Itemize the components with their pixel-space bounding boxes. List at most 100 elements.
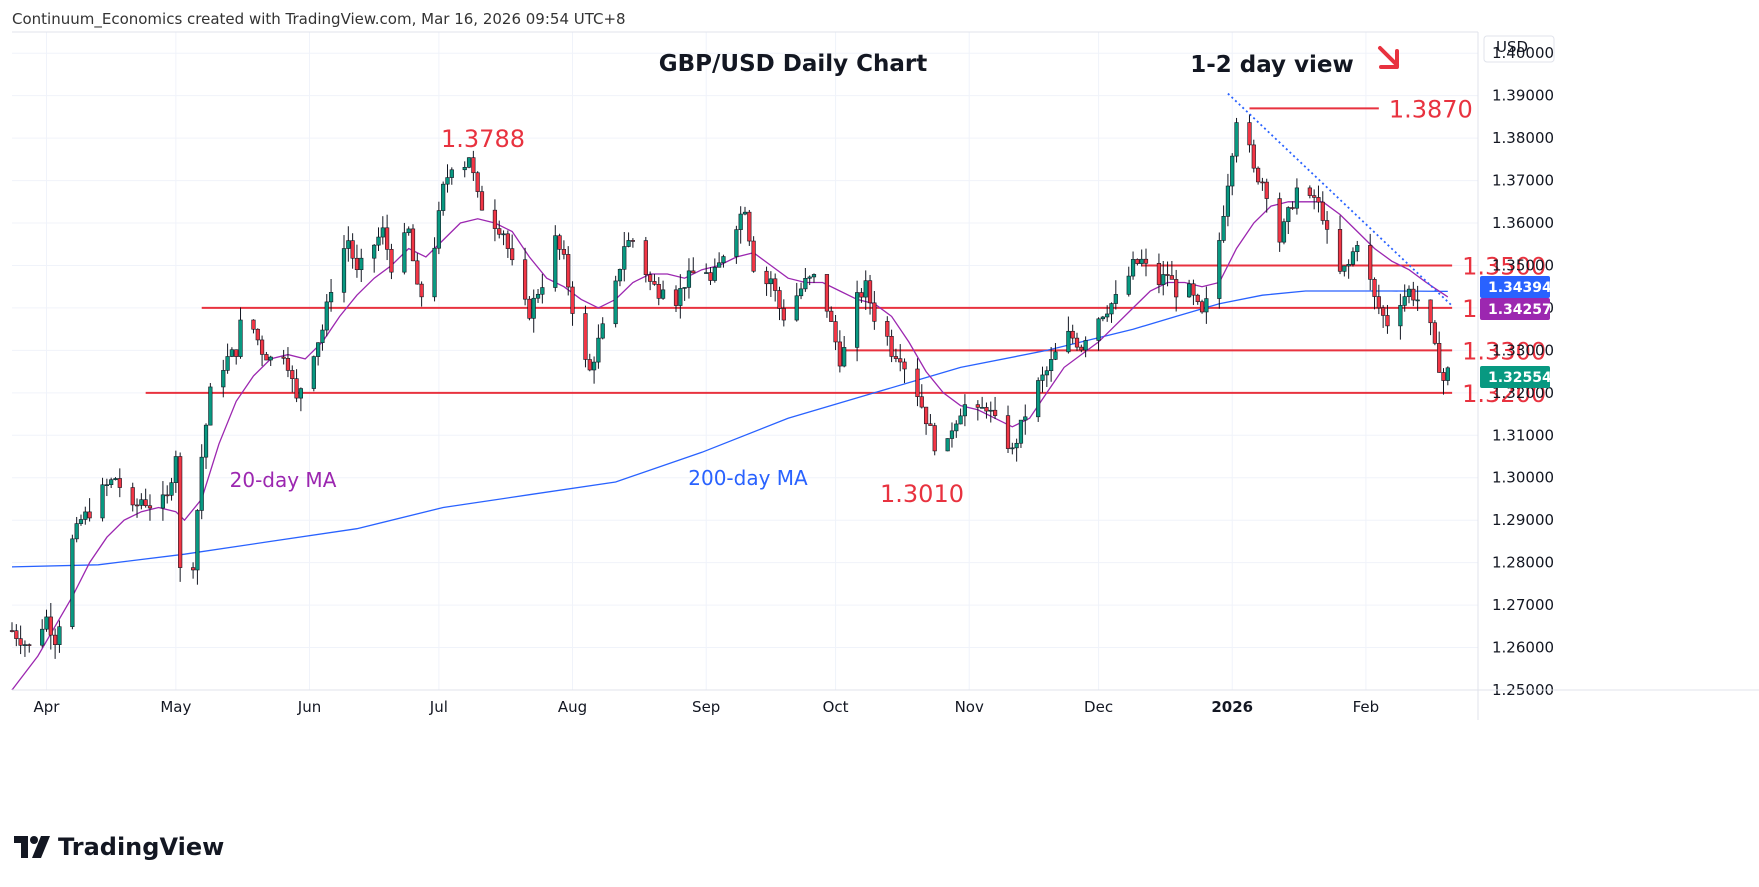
candle-body [83,511,88,520]
candle-body [855,292,860,348]
candle-body [1277,198,1282,243]
candle-body [570,286,575,314]
candle-body [195,510,200,571]
price-tick-label: 1.39000 [1492,87,1554,105]
level-label: 1.3500 [1462,252,1546,280]
level-label: 1.3300 [1462,337,1546,365]
candle-body [48,616,53,636]
candle-body [656,284,661,299]
candle-body [1355,245,1360,253]
candle-body [885,321,890,337]
candle-body [1156,263,1162,285]
candle-body [1130,259,1136,277]
candle-body [678,288,683,306]
tradingview-logo[interactable]: TradingView [14,831,224,863]
candle-body [794,295,799,321]
candle-body [1402,296,1407,306]
candle-body [1286,207,1291,223]
candle-body [958,415,963,425]
candle-body [1346,263,1351,267]
date-tick-label: May [160,698,191,716]
candle-body [229,349,235,357]
candle-body [988,409,993,412]
candle-body [1044,370,1049,376]
candle-body [531,297,536,319]
candle-body [389,249,394,273]
candle-body [432,247,437,298]
candle-body [591,361,597,371]
candle-body [259,339,265,355]
tradingview-logo-text: TradingView [58,833,225,861]
date-tick-label: Feb [1353,698,1380,716]
candle-body [1135,259,1140,264]
candle-body [1312,195,1317,198]
candle-body [1100,316,1105,320]
candle-body [1161,274,1166,285]
candle-body [872,302,877,322]
candle-body [53,634,58,645]
candle-body [1376,296,1381,309]
candle-body [1337,229,1343,272]
candle-body [777,290,782,309]
date-tick-label: Nov [955,698,984,716]
candle-body [842,347,847,367]
candle-body [1247,122,1252,146]
candle-body [721,256,726,264]
candle-body [1225,185,1231,217]
candle-body [285,358,291,371]
candle-body [893,356,899,359]
date-tick-label: 2026 [1211,698,1253,716]
candle-body [1023,416,1028,421]
candle-body [410,228,416,262]
candle-body [1096,318,1101,341]
price-axis[interactable]: 1.250001.260001.270001.280001.290001.300… [1477,32,1555,720]
candle-body [238,319,243,357]
candle-body [190,567,196,571]
candle-body [1290,207,1295,209]
candle-body [1415,299,1420,302]
candle-body [626,240,631,247]
candle-body [898,358,903,363]
candle-body [1221,216,1226,241]
candle-body [811,274,817,278]
candle-body [501,233,506,236]
candle-body [449,169,454,178]
candle-body [859,292,864,298]
time-axis[interactable]: Apr May Jun Jul Aug Sep Oct Nov Dec 2026 Feb [12,31,1759,716]
candle-body [889,336,894,357]
candle-body [328,292,334,303]
candle-body [652,281,657,285]
price-tick-label: 1.40000 [1492,44,1554,62]
trend-line [1227,92,1453,307]
candle-body [1199,301,1205,313]
price-tick-label: 1.37000 [1492,172,1554,190]
candle-body [1053,351,1058,360]
candle-body [22,644,28,646]
candle-body [583,313,588,360]
candle-body [44,616,49,630]
grid-lines [12,32,1478,691]
candle-body [1109,303,1114,315]
candlesticks [9,114,1450,659]
candle-body [1049,359,1054,371]
candle-body [173,456,178,483]
candle-body [566,254,571,288]
price-tick-label: 1.38000 [1492,129,1554,147]
candle-body [1428,299,1433,324]
candle-body [781,308,786,321]
candle-body [527,298,532,319]
candle-body [829,310,834,322]
candle-body [415,260,420,285]
candle-body [298,388,303,399]
ma200-label: 200-day MA [688,466,808,490]
candle-body [1005,415,1011,449]
candle-body [466,157,472,168]
candle-body [717,262,722,268]
candle-body [354,257,360,271]
candle-body [475,172,480,192]
candle-body [747,211,752,242]
candle-body [742,211,748,215]
extreme-label: 1.3788 [441,125,525,153]
